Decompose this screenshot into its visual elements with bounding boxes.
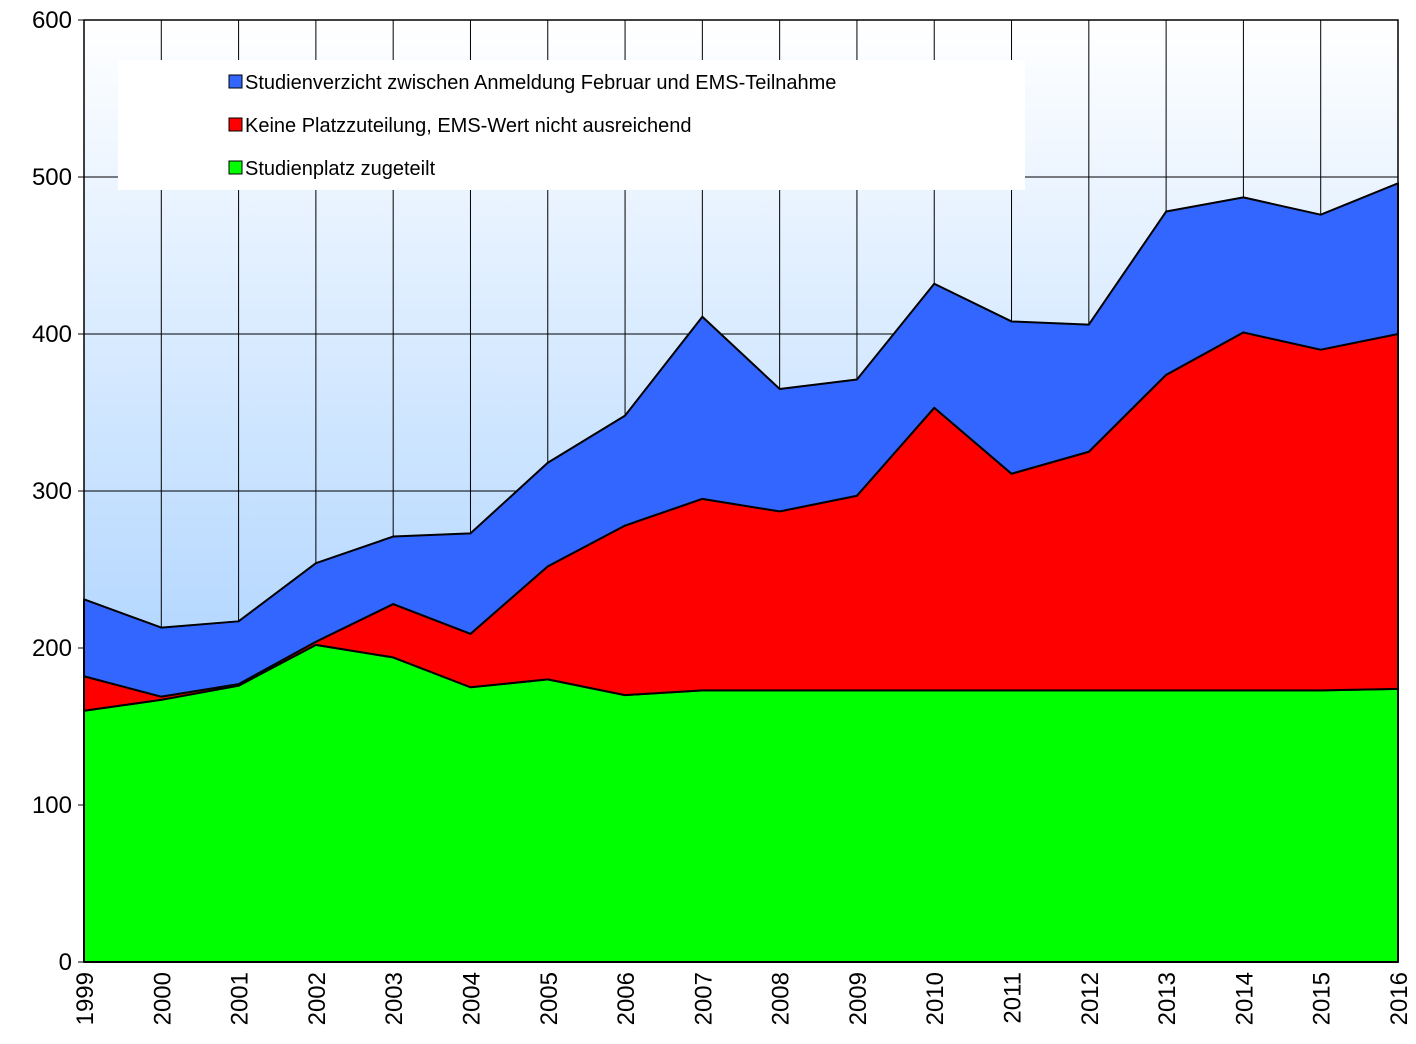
x-tick-label: 2004	[458, 972, 485, 1025]
y-tick-label: 400	[32, 321, 72, 348]
y-tick-label: 100	[32, 792, 72, 819]
x-tick-label: 2016	[1386, 972, 1413, 1025]
legend-label: Studienverzicht zwischen Anmeldung Febru…	[245, 72, 836, 94]
x-tick-label: 2014	[1231, 972, 1258, 1025]
x-tick-label: 2009	[845, 972, 872, 1025]
legend-swatch	[228, 117, 243, 132]
legend: Studienverzicht zwischen Anmeldung Febru…	[118, 60, 1025, 190]
x-tick-label: 2010	[922, 972, 949, 1025]
x-tick-label: 2003	[381, 972, 408, 1025]
x-tick-label: 2012	[1077, 972, 1104, 1025]
labels: 0 100 200 300 400 500 600 1999 2000 2001 2002 2003 2…	[32, 7, 1413, 1025]
x-tick-label: 2005	[536, 972, 563, 1025]
y-tick-label: 300	[32, 478, 72, 505]
plot-border	[83, 19, 1399, 963]
y-tick-label: 600	[32, 7, 72, 34]
legend-label: Keine Platzzuteilung, EMS-Wert nicht aus…	[245, 115, 692, 137]
legend-swatch	[228, 160, 243, 175]
x-tick-label: 1999	[72, 972, 99, 1025]
x-tick-label: 2011	[1000, 972, 1027, 1024]
y-tick-label: 0	[59, 949, 72, 976]
legend-box	[118, 60, 1025, 190]
x-tick-label: 2000	[149, 972, 176, 1025]
x-tick-label: 2001	[227, 972, 254, 1025]
y-tick-label: 200	[32, 635, 72, 662]
x-tick-label: 2002	[304, 972, 331, 1025]
x-tick-label: 2015	[1309, 972, 1336, 1025]
areas	[83, 182, 1399, 963]
x-tick-label: 2013	[1154, 972, 1181, 1025]
x-tick-label: 2007	[690, 972, 717, 1025]
y-tick-label: 500	[32, 164, 72, 191]
area	[83, 643, 1399, 963]
legend-swatch	[228, 74, 243, 89]
legend-label: Studienplatz zugeteilt	[245, 158, 436, 180]
x-tick-label: 2006	[613, 972, 640, 1025]
x-tick-label: 2008	[768, 972, 795, 1025]
